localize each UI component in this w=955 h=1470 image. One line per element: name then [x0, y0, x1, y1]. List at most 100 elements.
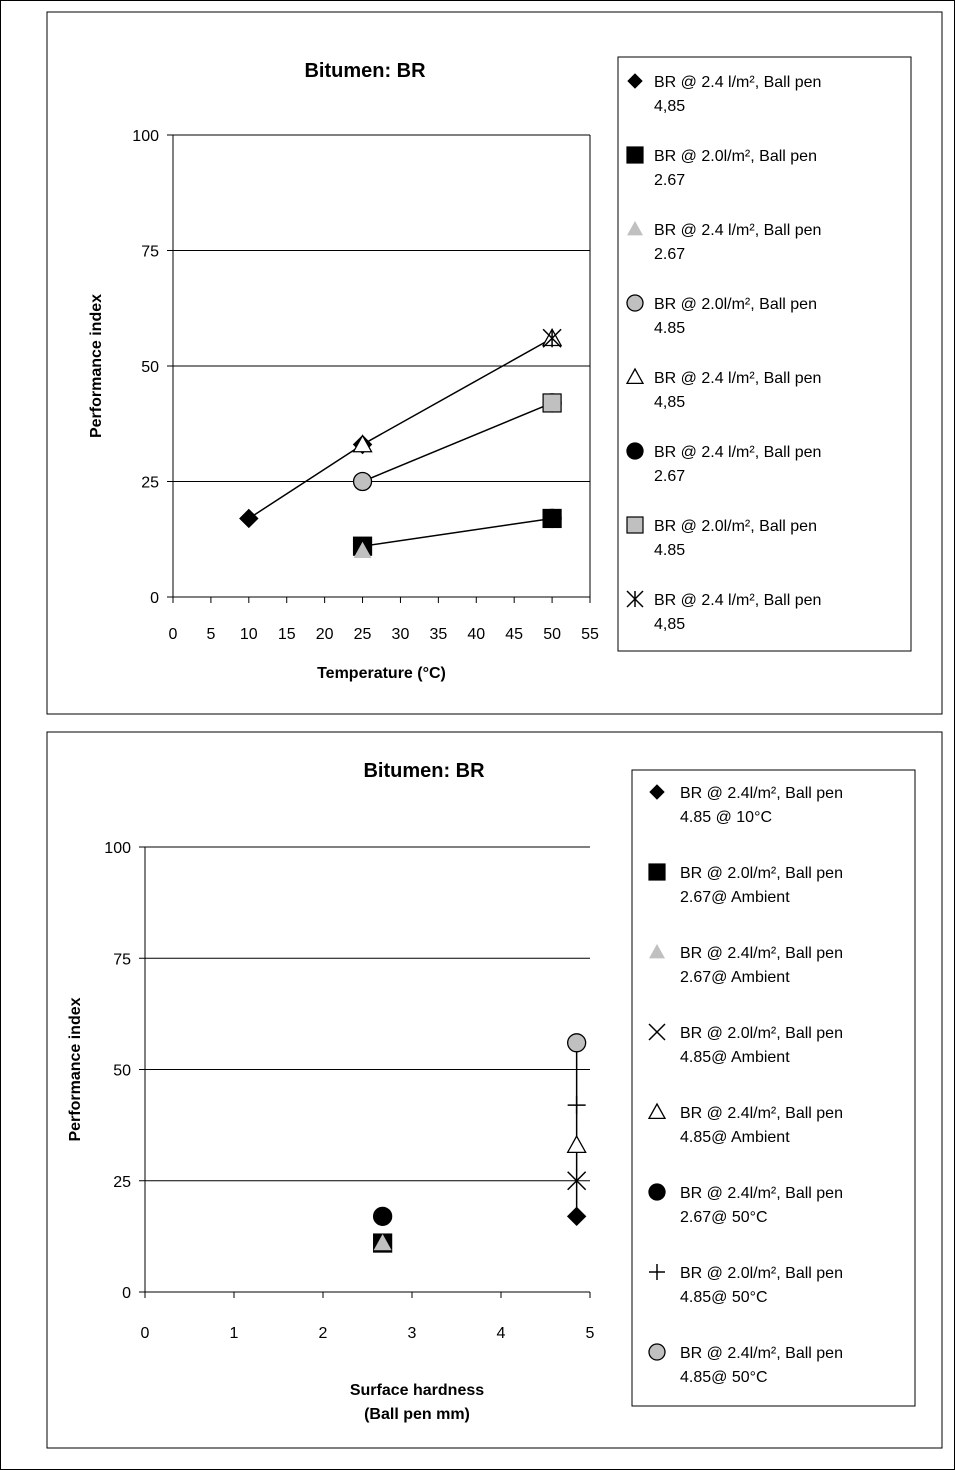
legend-label: BR @ 2.4 l/m², Ball pen [654, 370, 821, 387]
legend-label: 4.85 @ 10°C [680, 809, 772, 826]
legend-label: 2.67 [654, 246, 685, 263]
legend-label: 2.67@ Ambient [680, 889, 790, 906]
legend-label: 4,85 [654, 98, 685, 115]
data-point [542, 508, 562, 529]
legend-label: 4.85 [654, 542, 685, 559]
legend-marker [626, 146, 644, 164]
legend-label: 4.85@ Ambient [680, 1129, 790, 1146]
chart-title: Bitumen: BR [363, 760, 485, 782]
legend-label: BR @ 2.0l/m², Ball pen [654, 148, 817, 165]
legend-label: BR @ 2.4 l/m², Ball pen [654, 74, 821, 91]
legend-label: BR @ 2.0l/m², Ball pen [654, 518, 817, 535]
series-line [362, 402, 553, 483]
data-point [542, 393, 562, 413]
x-axis-label: (Ball pen mm) [364, 1406, 470, 1423]
y-tick-label: 25 [141, 475, 159, 492]
legend-label: BR @ 2.4l/m², Ball pen [680, 945, 843, 962]
data-point [352, 434, 373, 453]
legend-label: BR @ 2.4 l/m², Ball pen [654, 222, 821, 239]
x-tick-label: 3 [408, 1325, 417, 1342]
chart-2: 0 25 50 75 100 0 1 2 3 4 5 Bitumen: BR Surface hardn… [46, 731, 943, 1449]
y-tick-label: 25 [113, 1174, 131, 1191]
legend-marker [626, 442, 644, 460]
legend-label: BR @ 2.4l/m², Ball pen [680, 1105, 843, 1122]
x-tick-label: 10 [240, 626, 258, 643]
legend-marker [648, 1343, 666, 1361]
legend-label: BR @ 2.0l/m², Ball pen [680, 1265, 843, 1282]
data-point [372, 1206, 393, 1226]
y-tick-label: 0 [122, 1285, 131, 1302]
legend-marker [647, 1102, 667, 1120]
legend-label: BR @ 2.4 l/m², Ball pen [654, 592, 821, 609]
series-line [362, 517, 553, 547]
x-tick-label: 30 [392, 626, 410, 643]
data-point [239, 508, 259, 529]
legend-label: 4.85@ Ambient [680, 1049, 790, 1066]
x-tick-label: 0 [141, 1325, 150, 1342]
legend-label: BR @ 2.4 l/m², Ball pen [654, 444, 821, 461]
legend-label: BR @ 2.4l/m², Ball pen [680, 1345, 843, 1362]
legend-box [631, 769, 916, 1407]
x-tick-label: 35 [429, 626, 447, 643]
legend-label: 2.67@ 50°C [680, 1209, 768, 1226]
y-axis-label: Performance index [88, 294, 105, 438]
x-tick-label: 0 [169, 626, 178, 643]
legend-label: 2.67 [654, 468, 685, 485]
x-axis-label: Temperature (°C) [317, 665, 446, 682]
data-point [566, 1206, 587, 1227]
data-point [567, 1096, 586, 1115]
data-point [542, 328, 562, 348]
legend-label: 4.85@ 50°C [680, 1289, 768, 1306]
x-tick-label: 5 [586, 1325, 595, 1342]
legend-label: 2.67@ Ambient [680, 969, 790, 986]
legend-marker [627, 221, 643, 236]
y-tick-label: 100 [104, 840, 131, 857]
legend-label: BR @ 2.0l/m², Ball pen [654, 296, 817, 313]
chart-1: 0 25 50 75 100 0 5 10 15 20 25 30 35 40 45 50 55 Bitumen:… [46, 11, 943, 715]
legend-label: 4.85@ 50°C [680, 1369, 768, 1386]
x-tick-label: 40 [467, 626, 485, 643]
x-tick-label: 50 [543, 626, 561, 643]
legend-marker [625, 367, 645, 385]
legend-box [617, 56, 912, 652]
legend-label: BR @ 2.4l/m², Ball pen [680, 785, 843, 802]
legend-marker [649, 784, 665, 800]
x-tick-label: 1 [230, 1325, 239, 1342]
data-point [566, 1134, 587, 1153]
legend-marker [648, 1183, 666, 1201]
legend-marker [626, 294, 644, 312]
y-tick-label: 75 [113, 951, 131, 968]
y-tick-label: 50 [113, 1063, 131, 1080]
legend-marker [627, 73, 643, 89]
data-point [352, 471, 373, 492]
legend-label: BR @ 2.4l/m², Ball pen [680, 1185, 843, 1202]
data-point [373, 1234, 392, 1251]
legend-label: BR @ 2.0l/m², Ball pen [680, 1025, 843, 1042]
legend-marker [648, 1023, 666, 1041]
legend-marker [626, 590, 644, 608]
x-tick-label: 5 [206, 626, 215, 643]
x-tick-label: 25 [354, 626, 372, 643]
series-line [248, 443, 363, 520]
y-tick-label: 50 [141, 359, 159, 376]
x-tick-label: 2 [319, 1325, 328, 1342]
legend-marker [649, 944, 665, 959]
x-tick-label: 55 [581, 626, 599, 643]
x-axis-label: Surface hardness [350, 1382, 484, 1399]
x-tick-label: 4 [497, 1325, 506, 1342]
y-tick-label: 75 [141, 244, 159, 261]
legend-marker [649, 1264, 665, 1280]
data-point [567, 1171, 587, 1191]
legend-label: 2.67 [654, 172, 685, 189]
data-point [353, 541, 372, 558]
x-tick-label: 15 [278, 626, 296, 643]
legend-label: 4.85 [654, 320, 685, 337]
legend-label: BR @ 2.0l/m², Ball pen [680, 865, 843, 882]
series-line [362, 337, 553, 446]
x-tick-label: 20 [316, 626, 334, 643]
x-tick-label: 45 [505, 626, 523, 643]
data-point [567, 1033, 587, 1053]
y-tick-label: 0 [150, 590, 159, 607]
y-axis-label: Performance index [67, 997, 84, 1141]
